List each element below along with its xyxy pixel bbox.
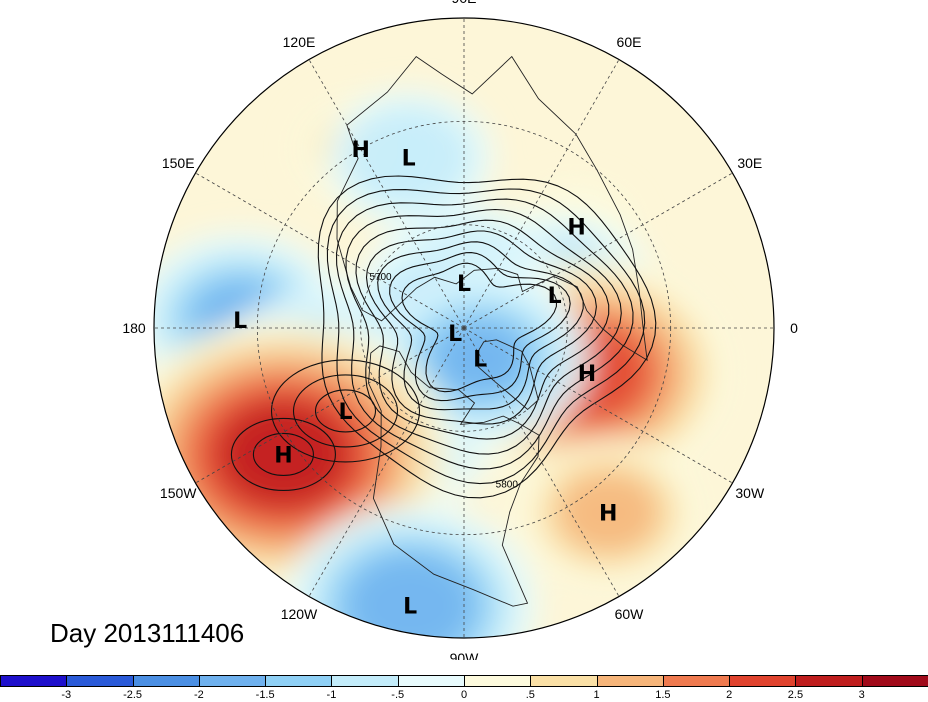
longitude-label: 30E	[737, 155, 762, 171]
colorbar-tick-label: -1	[326, 689, 337, 701]
high-pressure-marker: H	[599, 502, 617, 527]
high-pressure-marker: H	[567, 216, 585, 241]
low-pressure-marker: L	[403, 594, 417, 619]
colorbar-tick-label: -1.5	[255, 689, 275, 701]
longitude-label: 120E	[283, 34, 316, 50]
colorbar-swatch	[530, 675, 598, 687]
coastline-0	[368, 345, 540, 607]
low-pressure-marker: L	[338, 400, 352, 425]
colorbar-tick-label: -.5	[391, 689, 405, 701]
colorbar-swatch	[464, 675, 532, 687]
longitude-label: 180	[122, 320, 146, 336]
colorbar-swatch	[331, 675, 399, 687]
colorbar-swatch	[198, 675, 267, 687]
high-pressure-marker: H	[274, 443, 292, 468]
graticule	[154, 18, 774, 638]
colorbar-swatch	[397, 675, 465, 687]
longitude-label: 60E	[617, 34, 642, 50]
longitude-label: 90W	[450, 650, 480, 660]
colorbar-swatch	[662, 675, 731, 687]
contour-label: 5800	[496, 480, 519, 491]
longitude-label: 150E	[162, 155, 195, 171]
polar-stereographic-map: 5700 5800 90E 60E 30E 0 30W 60W 90W 120W 150W 180 15…	[122, 0, 798, 660]
low-pressure-marker: L	[233, 309, 247, 334]
height-contours	[230, 175, 657, 499]
colorbar-tick-label: 3	[858, 689, 865, 701]
colorbar-swatch	[861, 675, 928, 687]
longitude-label: 0	[790, 320, 798, 336]
low-pressure-marker: L	[473, 347, 487, 372]
colorbar-swatch	[596, 675, 664, 687]
longitude-label: 60W	[615, 606, 645, 622]
colorbar-tick-label: 2	[726, 689, 733, 701]
colorbar-swatch	[729, 675, 797, 687]
colorbar-tick-label: 1.5	[655, 689, 671, 701]
colorbar-swatch	[132, 675, 200, 687]
colorbar-tick-label: 1	[593, 689, 600, 701]
colorbar-tick-label: -2.5	[123, 689, 143, 701]
colorbar: -3 -2.5 -2 -1.5 -1 -.5 0 .5 1 1.5 2 2.5 3	[0, 675, 928, 702]
colorbar-swatch	[66, 675, 134, 687]
colorbar-swatch	[795, 675, 863, 687]
colorbar-tick-label: 0	[460, 689, 468, 701]
longitude-label: 90E	[452, 0, 477, 6]
map-rim	[153, 17, 775, 639]
colorbar-swatch	[265, 675, 333, 687]
anomaly-field	[154, 18, 774, 638]
high-pressure-marker: H	[351, 138, 369, 163]
low-pressure-marker: L	[402, 147, 416, 172]
colorbar-tick-label: -3	[61, 689, 72, 701]
colorbar-swatch	[0, 675, 68, 687]
low-pressure-marker: L	[448, 322, 462, 347]
colorbar-tick-label: -2	[193, 689, 204, 701]
longitude-label: 30W	[735, 485, 765, 501]
longitude-label: 120W	[281, 606, 318, 622]
contour-label: 5700	[369, 272, 392, 283]
high-pressure-marker: H	[578, 362, 596, 387]
date-title: Day 2013111406	[50, 618, 245, 648]
colorbar-tick-label: .5	[525, 689, 535, 701]
longitude-label: 150W	[160, 485, 197, 501]
low-pressure-marker: L	[457, 272, 471, 297]
coastline-2	[336, 55, 648, 362]
colorbar-tick-label: 2.5	[787, 689, 804, 701]
low-pressure-marker: L	[548, 284, 562, 309]
